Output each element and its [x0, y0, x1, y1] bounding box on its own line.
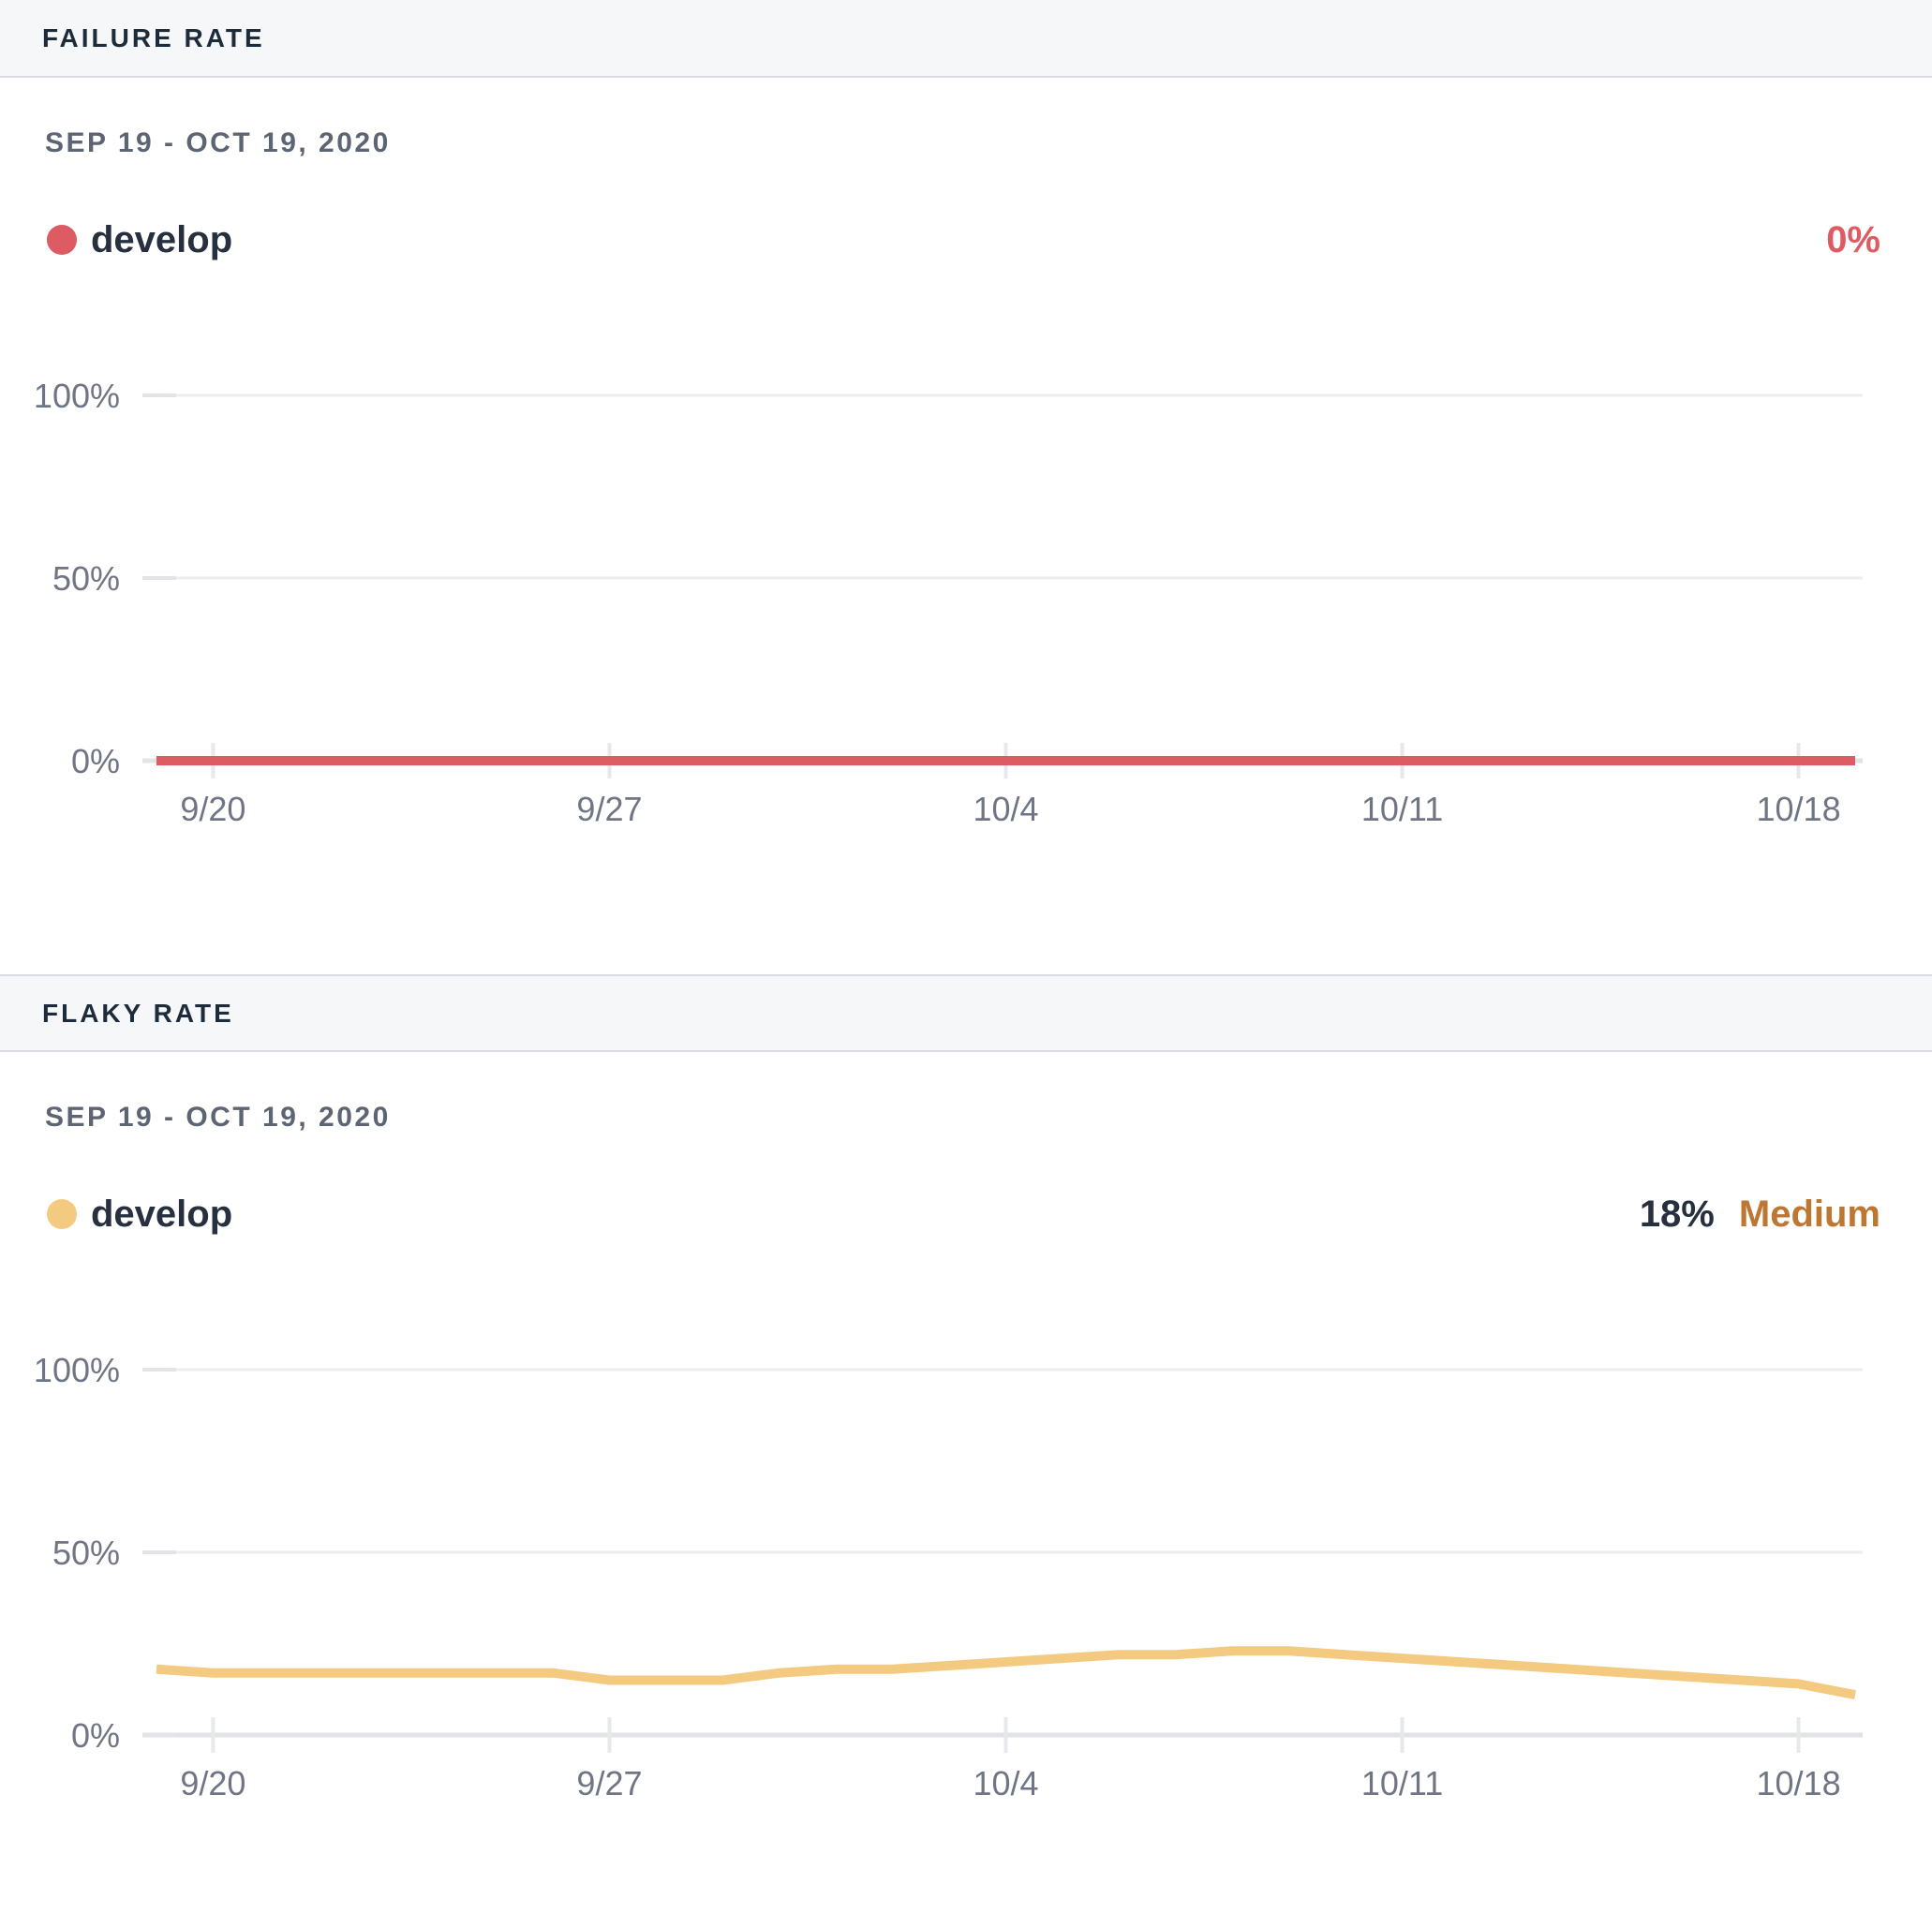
- rate-value-group: 0%: [1826, 219, 1880, 261]
- x-tick-label: 10/18: [1757, 1764, 1841, 1802]
- series-color-dot: [47, 1199, 77, 1229]
- x-tick-label: 9/20: [180, 1764, 245, 1802]
- x-tick-label: 10/11: [1361, 1764, 1443, 1802]
- failure-rate-header: FAILURE RATE: [0, 0, 1932, 78]
- legend-series-label: develop: [91, 218, 233, 260]
- x-tick-label: 10/18: [1757, 790, 1841, 828]
- rate-value-group: 18% Medium: [1640, 1194, 1880, 1236]
- series-line-develop[interactable]: [156, 1646, 1856, 1700]
- y-tick-label: 100%: [34, 1351, 120, 1389]
- x-tick-label: 9/20: [180, 790, 245, 828]
- panel-title-failure-rate: FAILURE RATE: [42, 22, 265, 52]
- rate-value: 18%: [1639, 1193, 1715, 1235]
- x-tick-label: 10/11: [1361, 790, 1443, 828]
- flaky-rate-panel: FLAKY RATE SEP 19 - OCT 19, 2020 develop…: [0, 974, 1932, 1913]
- panel-title-flaky-rate: FLAKY RATE: [42, 998, 234, 1028]
- flaky-rate-chart[interactable]: 0% 50% 100% 9/20 9/27 10/4 10/11 10/18: [0, 1312, 1932, 1836]
- y-tick-label: 0%: [71, 1716, 120, 1755]
- x-tick-label: 10/4: [973, 1764, 1038, 1802]
- date-range-label: SEP 19 - OCT 19, 2020: [45, 127, 391, 158]
- legend-item-develop[interactable]: develop: [47, 1194, 232, 1236]
- series-color-dot: [47, 225, 77, 255]
- failure-rate-chart[interactable]: 0% 50% 100% 9/20 9/27 10/4 10/11 10/18: [0, 337, 1932, 862]
- rate-value: 0%: [1826, 218, 1880, 260]
- y-tick-label: 0%: [71, 742, 120, 780]
- x-tick-label: 9/27: [576, 1764, 642, 1802]
- x-tick-label: 10/4: [973, 790, 1038, 828]
- severity-label: Medium: [1738, 1193, 1880, 1235]
- y-tick-label: 50%: [52, 559, 120, 598]
- legend-series-label: develop: [91, 1193, 233, 1235]
- flaky-rate-header: FLAKY RATE: [0, 974, 1932, 1052]
- x-tick-label: 9/27: [576, 790, 642, 828]
- failure-rate-panel: FAILURE RATE SEP 19 - OCT 19, 2020 devel…: [0, 0, 1932, 862]
- y-tick-label: 100%: [34, 377, 120, 415]
- legend-item-develop[interactable]: develop: [47, 219, 232, 261]
- date-range-label: SEP 19 - OCT 19, 2020: [45, 1102, 391, 1133]
- legend-row: develop 0%: [0, 215, 1932, 264]
- y-tick-label: 50%: [52, 1534, 120, 1572]
- legend-row: develop 18% Medium: [0, 1190, 1932, 1238]
